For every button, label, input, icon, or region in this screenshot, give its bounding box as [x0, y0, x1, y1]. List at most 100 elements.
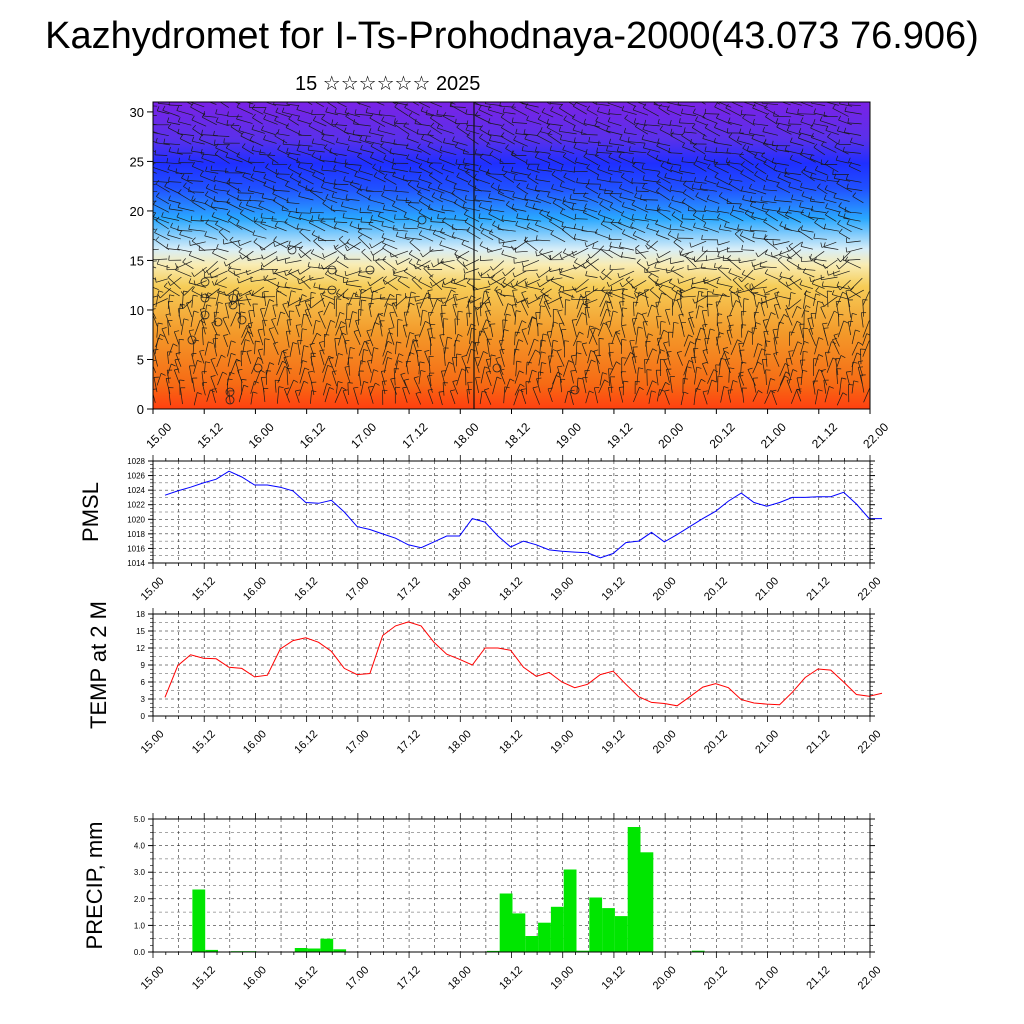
- wind-barb-flag: [731, 205, 735, 211]
- wind-barb: [570, 370, 574, 384]
- wind-barb: [625, 102, 637, 107]
- wind-barb: [833, 197, 850, 202]
- wind-barb-flag: [702, 214, 704, 220]
- wind-barb: [273, 240, 288, 249]
- wind-barb: [189, 365, 193, 384]
- wind-barb: [814, 222, 825, 230]
- wind-barb-flag: [339, 311, 345, 315]
- wind-barb: [354, 175, 371, 182]
- wind-barb: [569, 198, 588, 202]
- wind-barb: [561, 329, 565, 347]
- wind-barb: [599, 372, 603, 386]
- wind-barb-flag: [338, 353, 344, 356]
- wind-barb-flag: [740, 109, 743, 115]
- wind-barb: [456, 176, 469, 183]
- wind-barb-flag: [457, 333, 463, 337]
- wind-barb-flag: [688, 311, 694, 313]
- wind-barb: [454, 202, 469, 212]
- wind-barb-flag: [634, 292, 637, 298]
- wind-barb-flag: [213, 175, 216, 181]
- wind-barb: [503, 278, 515, 288]
- wind-barb-flag: [553, 321, 559, 324]
- wind-barb-flag: [607, 165, 610, 171]
- wind-barb-flag: [202, 268, 206, 274]
- wind-barb: [153, 377, 158, 393]
- wind-barb-flag: [462, 158, 465, 164]
- x-tick-label: 21.00: [753, 728, 781, 756]
- wind-barb: [702, 250, 720, 253]
- wind-barb-flag: [427, 204, 431, 210]
- wind-barb: [262, 320, 265, 336]
- wind-barb-flag: [692, 211, 697, 216]
- x-tick-label: 21.12: [804, 575, 832, 603]
- wind-barb: [223, 335, 229, 348]
- wind-barb-flag: [642, 312, 647, 315]
- wind-barb-flag: [810, 133, 814, 138]
- wind-barb-flag: [377, 211, 381, 217]
- wind-barb-flag: [770, 378, 776, 381]
- wind-barb-flag: [394, 118, 396, 124]
- wind-barb-flag: [369, 243, 372, 249]
- precip-bar: [486, 950, 500, 952]
- wind-barb: [551, 174, 565, 183]
- wind-barb: [761, 359, 766, 374]
- wind-barb: [200, 175, 216, 183]
- wind-barb: [490, 209, 505, 213]
- wind-barb: [455, 146, 469, 153]
- wind-barb: [492, 376, 498, 395]
- wind-barb: [375, 102, 385, 106]
- wind-barb: [808, 329, 817, 346]
- wind-barb-flag: [250, 173, 254, 178]
- y-tick-label: 3.0: [134, 868, 146, 877]
- wind-barb-flag: [814, 218, 818, 223]
- wind-barb: [515, 361, 518, 377]
- wind-barb-flag: [471, 96, 474, 100]
- wind-barb-flag: [725, 157, 728, 163]
- x-tick-label: 16.12: [292, 728, 320, 756]
- wind-barb-flag: [809, 253, 812, 259]
- wind-barb: [784, 172, 802, 175]
- wind-barb: [511, 208, 527, 212]
- wind-barb-flag: [479, 133, 483, 138]
- wind-barb: [485, 103, 502, 106]
- wind-barb: [320, 221, 337, 230]
- wind-barb: [563, 119, 576, 127]
- wind-barb: [336, 141, 349, 146]
- wind-barb: [199, 351, 205, 364]
- wind-barb: [564, 391, 569, 404]
- y-tick-label: 1.0: [134, 921, 146, 930]
- wind-barb-flag: [728, 180, 733, 185]
- wind-barb-flag: [193, 310, 199, 313]
- wind-barb: [432, 233, 446, 240]
- wind-barb: [275, 176, 290, 183]
- wind-barb: [382, 341, 389, 357]
- wind-barb: [825, 259, 838, 269]
- wind-barb: [166, 248, 180, 251]
- y-tick-label: 1016: [127, 544, 145, 553]
- wind-barb-flag: [427, 97, 429, 101]
- wind-barb: [801, 229, 814, 233]
- wind-barb-flag: [822, 322, 828, 325]
- wind-barb: [239, 205, 255, 213]
- wind-barb-flag: [805, 290, 811, 294]
- wind-barb-flag: [305, 300, 310, 302]
- wind-barb-flag: [502, 278, 506, 283]
- wind-barb-flag: [800, 241, 804, 247]
- wind-barb: [155, 183, 170, 193]
- grid: [153, 461, 870, 563]
- wind-barb-flag: [479, 153, 484, 158]
- wind-barb-flag: [167, 273, 172, 278]
- wind-barb: [352, 134, 371, 137]
- wind-barb: [177, 133, 195, 136]
- calm-wind-marker: [228, 293, 238, 303]
- wind-barb: [644, 359, 646, 374]
- wind-barb: [631, 318, 636, 335]
- wind-barb: [443, 347, 446, 366]
- wind-barb-flag: [467, 179, 472, 185]
- wind-barb-flag: [638, 326, 643, 329]
- wind-barb-flag: [455, 118, 457, 124]
- wind-barb-flag: [821, 369, 826, 371]
- wind-barb: [451, 193, 467, 204]
- wind-barb: [552, 202, 566, 211]
- wind-barb: [700, 188, 717, 192]
